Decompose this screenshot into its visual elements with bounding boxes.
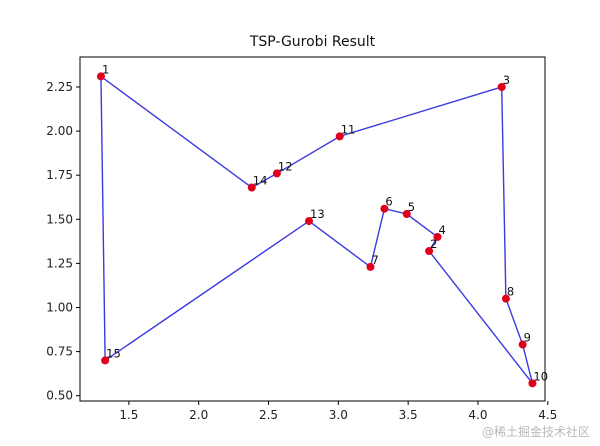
node-label: 14 <box>253 174 268 188</box>
node-label: 8 <box>507 285 514 299</box>
y-tick-label: 0.50 <box>46 389 73 403</box>
node-marker <box>335 132 344 141</box>
x-tick-label: 3.5 <box>399 408 418 422</box>
node-label: 12 <box>278 159 293 173</box>
node-marker <box>501 294 510 303</box>
y-axis: 0.50 0.75 1.00 1.25 1.50 1.75 2.00 2.25 <box>46 80 80 403</box>
route-path <box>100 75 534 384</box>
node-marker <box>96 72 105 81</box>
node-markers <box>96 72 537 388</box>
y-tick-label: 1.25 <box>46 256 73 270</box>
x-axis: 1.5 2.0 2.5 3.0 3.5 4.0 4.5 <box>119 401 557 422</box>
node-label: 11 <box>341 122 356 136</box>
x-tick-label: 1.5 <box>119 408 138 422</box>
node-marker <box>497 82 506 91</box>
node-marker <box>425 247 434 256</box>
node-label: 15 <box>106 346 121 360</box>
plot-area-frame <box>79 56 546 402</box>
node-label: 2 <box>430 237 437 251</box>
node-label: 1 <box>102 62 109 76</box>
y-tick-label: 1.75 <box>46 168 73 182</box>
node-marker <box>380 204 389 213</box>
route-line <box>100 75 534 384</box>
node-marker <box>272 169 281 178</box>
y-tick-label: 1.50 <box>46 212 73 226</box>
node-marker <box>528 379 537 388</box>
x-tick-label: 2.0 <box>189 408 208 422</box>
node-marker <box>247 183 256 192</box>
y-tick-label: 2.25 <box>46 80 73 94</box>
chart-title: TSP-Gurobi Result <box>249 34 376 50</box>
node-label: 6 <box>385 195 392 209</box>
node-marker <box>402 210 411 219</box>
x-tick-label: 2.5 <box>259 408 278 422</box>
y-tick-label: 0.75 <box>46 345 73 359</box>
node-marker <box>433 232 442 241</box>
watermark: @稀土掘金技术社区 <box>481 425 590 439</box>
node-label: 5 <box>408 200 415 214</box>
x-tick-label: 3.0 <box>329 408 348 422</box>
node-marker <box>366 262 375 271</box>
node-label: 10 <box>533 369 548 383</box>
node-marker <box>305 217 314 226</box>
node-labels: 1 14 12 11 3 8 9 10 24 5 6 7 13 15 <box>102 62 548 383</box>
node-label: 9 <box>524 331 531 345</box>
node-label: 13 <box>310 207 325 221</box>
node-marker <box>101 356 110 365</box>
node-label: 7 <box>371 253 378 267</box>
node-label: 3 <box>503 73 510 87</box>
x-tick-label: 4.5 <box>538 408 557 422</box>
node-marker <box>518 340 527 349</box>
y-tick-label: 2.00 <box>46 124 73 138</box>
node-label: 4 <box>438 223 445 237</box>
x-tick-label: 4.0 <box>468 408 487 422</box>
y-tick-label: 1.00 <box>46 301 73 315</box>
